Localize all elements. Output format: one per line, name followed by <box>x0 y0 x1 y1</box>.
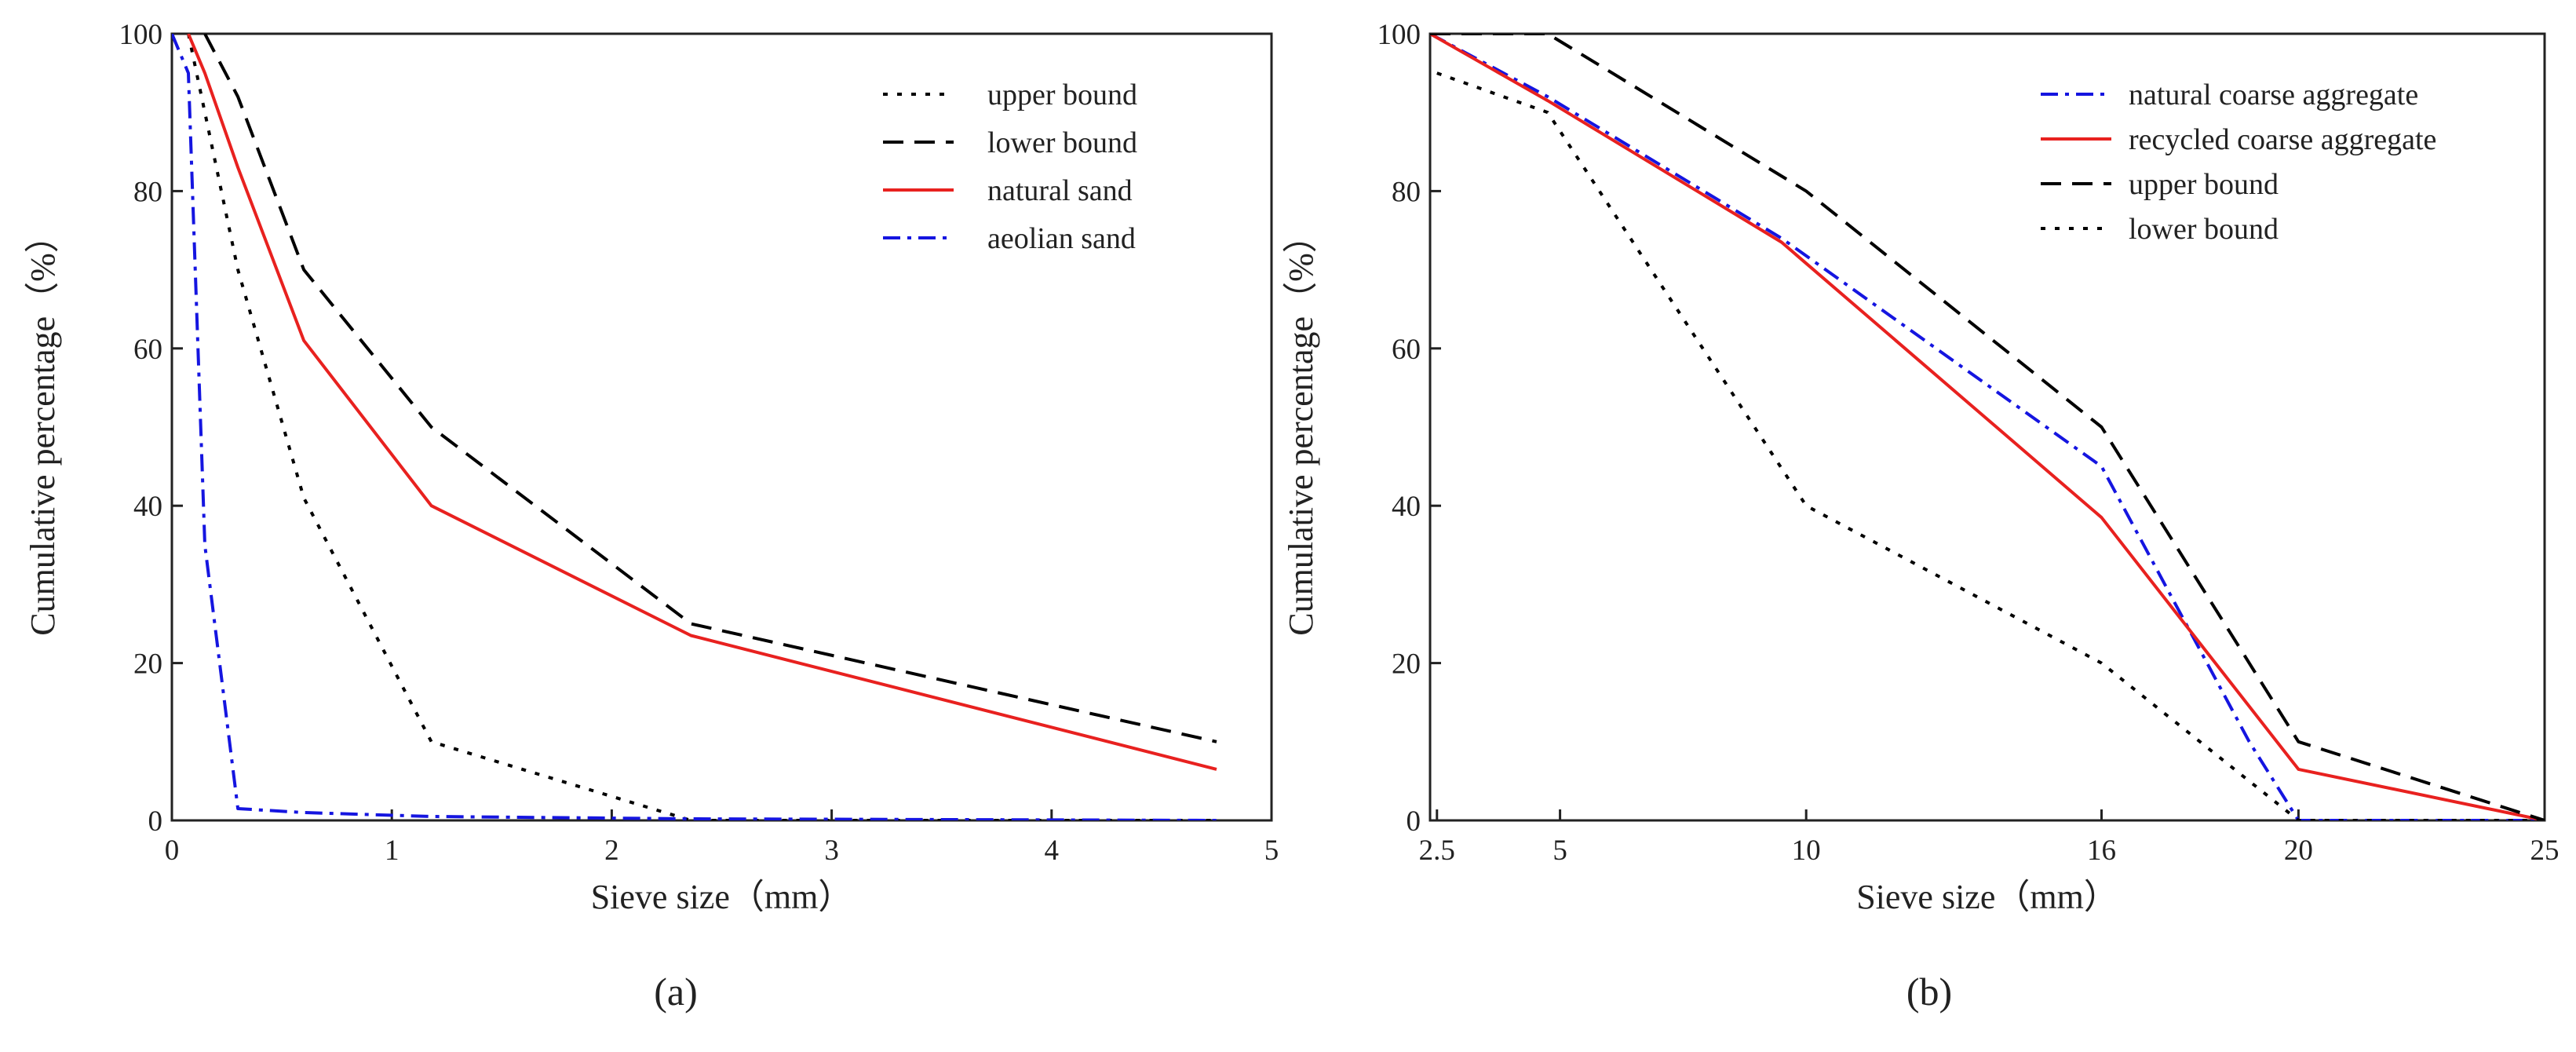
plot-frame <box>1428 32 2546 822</box>
series-line-lower-bound <box>1436 71 2545 820</box>
y-tick-label: 0 <box>1407 805 1421 838</box>
legend-label-lower-bound: lower bound <box>987 126 1137 159</box>
chart-panel-a: 0 1 2 3 4 5 0 20 40 60 80 100 Sieve size（mm） Cumulati… <box>24 19 1279 1014</box>
panel-label: (a) <box>654 970 698 1014</box>
x-tick-label: 20 <box>2284 835 2313 867</box>
legend-label-upper-bound: upper bound <box>987 79 1137 111</box>
legend-label-upper-bound: upper bound <box>2129 168 2279 201</box>
y-tick-label: 40 <box>133 491 162 523</box>
series-line-lower-bound <box>203 34 1217 743</box>
series-line-upper-bound <box>1430 34 2545 820</box>
series-line-natural-sand <box>187 34 1217 771</box>
x-tick-label: 10 <box>1792 835 1821 867</box>
y-tick-label: 100 <box>1377 19 1421 51</box>
panel-label: (b) <box>1906 970 1952 1014</box>
legend: upper bound lower bound natural sand aeolia… <box>883 79 1137 255</box>
y-axis-title: Cumulative percentage（%） <box>24 218 62 635</box>
y-tick-label: 100 <box>119 19 163 51</box>
legend-label-lower-bound: lower bound <box>2129 213 2279 246</box>
legend-label-natural-coarse-aggregate: natural coarse aggregate <box>2129 79 2418 111</box>
y-axis-title: Cumulative percentage（%） <box>1282 218 1320 635</box>
x-tick-label: 1 <box>385 835 400 867</box>
x-tick-label: 5 <box>1264 835 1279 867</box>
legend-label-recycled-coarse-aggregate: recycled coarse aggregate <box>2129 123 2436 156</box>
x-tick-label: 3 <box>824 835 839 867</box>
y-tick-label: 80 <box>1392 176 1421 208</box>
y-tick-label: 0 <box>148 805 163 838</box>
series-line-recycled-coarse-aggregate <box>1430 34 2545 820</box>
y-tick-label: 20 <box>133 648 162 681</box>
y-tick-label: 80 <box>133 176 162 208</box>
x-axis-title: Sieve size（mm） <box>591 878 853 916</box>
x-tick-label: 0 <box>165 835 180 867</box>
x-axis-title: Sieve size（mm） <box>1856 878 2118 916</box>
x-tick-label: 2 <box>604 835 619 867</box>
y-tick-label: 60 <box>1392 334 1421 366</box>
x-tick-label: 16 <box>2087 835 2116 867</box>
x-tick-label: 5 <box>1553 835 1567 867</box>
legend: natural coarse aggregate recycled coarse … <box>2041 79 2436 246</box>
y-tick-label: 60 <box>133 334 162 366</box>
chart-panel-b: 2.5 5 10 16 20 25 0 20 40 60 80 100 Sieve size（mm） Cu… <box>1282 19 2560 1014</box>
x-tick-label: 2.5 <box>1419 835 1455 867</box>
series-line-natural-coarse-aggregate <box>1430 34 2545 820</box>
x-tick-label: 25 <box>2530 835 2560 867</box>
x-tick-label: 4 <box>1045 835 1060 867</box>
legend-label-natural-sand: natural sand <box>987 174 1133 207</box>
legend-label-aeolian-sand: aeolian sand <box>987 222 1136 255</box>
y-tick-label: 40 <box>1392 491 1421 523</box>
series-line-aeolian-sand <box>172 34 1217 820</box>
y-tick-label: 20 <box>1392 648 1421 681</box>
